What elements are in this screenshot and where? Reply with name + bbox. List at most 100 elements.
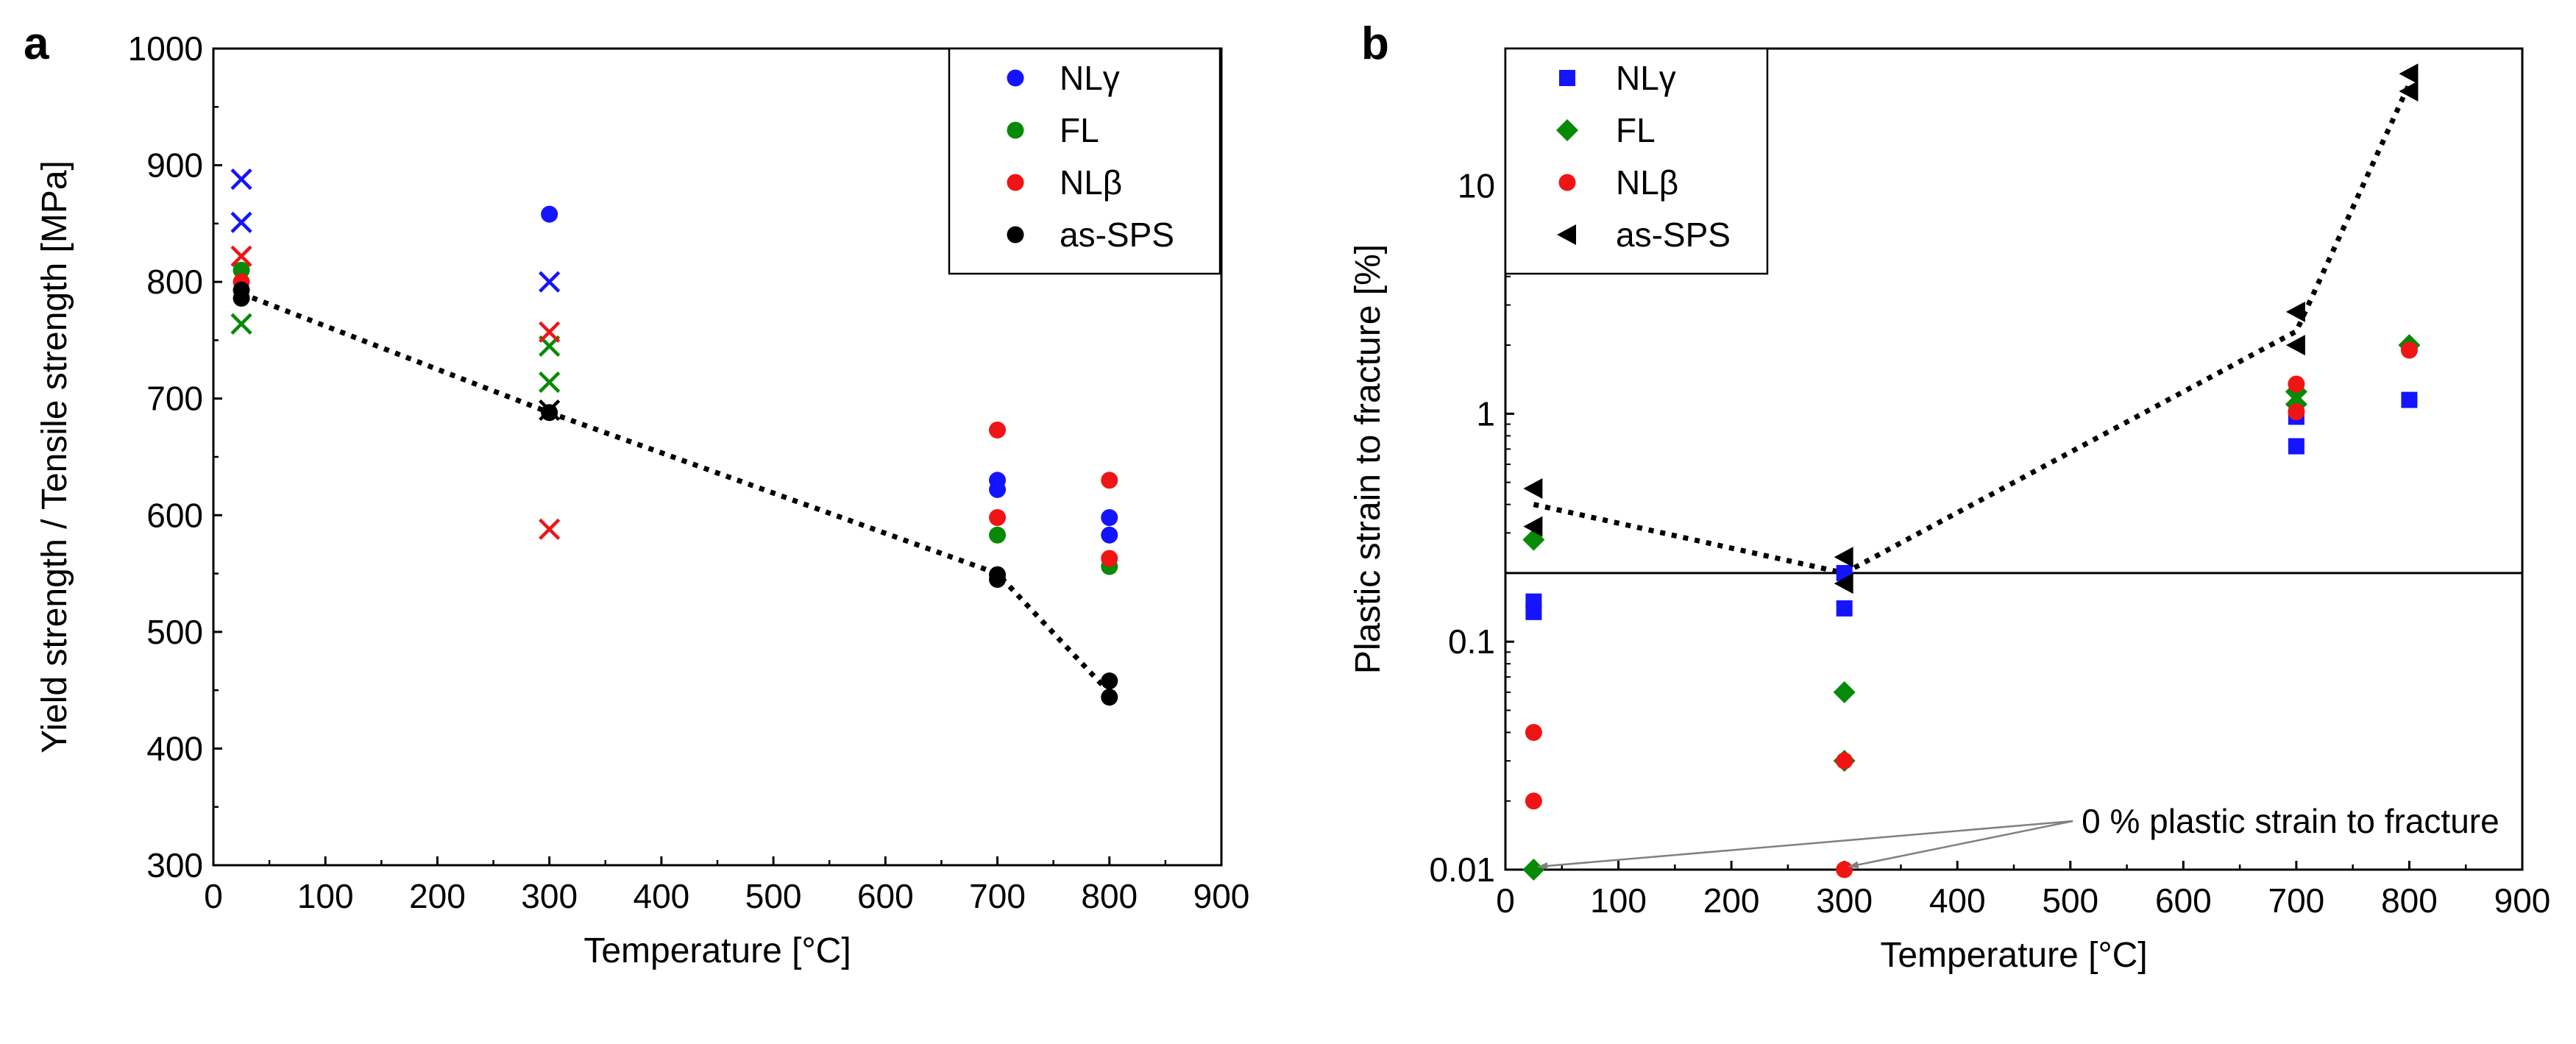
chart-a-ytick-label-7: 1000 [128, 29, 203, 68]
chart-b-xtick-label-200: 200 [1703, 881, 1760, 920]
chart-b-ytick-label-0: 0.01 [1429, 851, 1495, 889]
chart-a-xtick-label-300: 300 [521, 877, 578, 915]
chart-b-xtick-label-300: 300 [1816, 881, 1873, 920]
chart-a-xtick-label-500: 500 [745, 877, 802, 915]
chart-a-point-nlbeta-tensile-2 [539, 518, 561, 540]
chart-a-legend-label-fl: FL [1060, 111, 1099, 149]
chart-b-ytick-label-1: 0.1 [1448, 622, 1495, 661]
panel-label-b: b [1361, 18, 1389, 69]
chart-b-annotation-arrow-0 [1537, 820, 2073, 870]
chart-a-point-nlgamma-4 [1101, 526, 1118, 544]
chart-a-ytick-label-0: 300 [146, 846, 203, 884]
chart-a-point-nlbeta-4 [1101, 550, 1118, 567]
chart-a-point-fl-0 [233, 261, 250, 279]
chart-a-legend-label-nlbeta: NLβ [1060, 163, 1122, 202]
chart-a-point-fl-tensile-0 [230, 313, 252, 335]
chart-a-xtick-label-400: 400 [634, 877, 690, 915]
chart-b-legend-marker-as-sps [1557, 224, 1576, 245]
chart-b-plastic-strain: 0 100 200 300 400 500 600 700 800 900 0.01 0.1 1 10 Te… [1349, 47, 2551, 975]
chart-b-xtick-label-500: 500 [2042, 881, 2098, 920]
chart-b-xtick-label-100: 100 [1590, 881, 1647, 920]
chart-b-point-nlgamma-6 [2401, 391, 2418, 408]
chart-b-point-nlgamma-5 [2288, 438, 2304, 455]
chart-a-legend-box [948, 47, 1221, 275]
chart-a-point-as-sps-4 [989, 571, 1007, 588]
chart-b-point-as-sps-5 [2285, 335, 2305, 356]
chart-b-point-as-sps-1 [1523, 516, 1543, 537]
chart-a-ytick-label-6: 900 [146, 146, 203, 185]
chart-a-legend-label-nlgamma: NLγ [1060, 59, 1120, 97]
chart-a-xtick-label-0: 0 [204, 877, 223, 915]
chart-b-ytick-label-2: 1 [1476, 394, 1495, 433]
chart-a-point-nlgamma-tensile-0 [230, 168, 252, 191]
chart-a-legend-label-as-sps: as-SPS [1060, 216, 1174, 254]
chart-a-point-as-sps-tensile-0 [539, 399, 561, 422]
chart-a-point-nlgamma-tensile-1 [230, 211, 252, 233]
chart-a-legend-marker-nlgamma [1007, 69, 1024, 87]
chart-a-point-nlgamma-3 [1101, 508, 1118, 526]
chart-b-point-fl-1 [1522, 859, 1545, 881]
chart-b-point-nlbeta-5 [2288, 403, 2305, 421]
chart-b-xtick-label-900: 900 [2494, 881, 2551, 920]
chart-b-point-as-sps-2 [1834, 547, 1853, 568]
chart-b-point-nlgamma-3 [1836, 600, 1853, 617]
chart-a-point-as-sps-5 [1101, 672, 1118, 689]
chart-a-point-as-sps-1 [233, 289, 250, 307]
chart-a-point-nlbeta-2 [989, 508, 1007, 526]
chart-a-ylabel: Yield strength / Tensile strength [MPa] [35, 160, 74, 753]
chart-a-legend-marker-nlbeta [1007, 174, 1024, 191]
chart-b-point-fl-2 [1833, 681, 1856, 703]
chart-b-legend-marker-nlbeta [1558, 174, 1576, 191]
panel-label-a: a [24, 18, 49, 69]
chart-b-legend-marker-fl [1556, 119, 1578, 141]
chart-b-point-nlbeta-3 [1836, 861, 1853, 878]
chart-b-trend-line [1533, 82, 2412, 576]
chart-a-point-fl-1 [989, 526, 1007, 544]
chart-b-ytick-label-3: 10 [1458, 167, 1495, 205]
chart-b-point-nlbeta-6 [2400, 341, 2418, 359]
chart-b-xtick-label-600: 600 [2155, 881, 2212, 920]
chart-a-ytick-label-4: 700 [146, 380, 203, 418]
chart-b-xtick-label-700: 700 [2268, 881, 2325, 920]
chart-b-legend-label-as-sps: as-SPS [1616, 216, 1731, 254]
chart-a-point-nlgamma-0 [541, 205, 558, 223]
chart-a-xtick-label-600: 600 [857, 877, 914, 915]
chart-b-point-nlbeta-4 [2288, 375, 2305, 393]
chart-a-point-nlgamma-tensile-2 [539, 271, 561, 293]
chart-a-point-nlbeta-tensile-0 [230, 245, 252, 267]
chart-a-trend-line [240, 291, 1112, 695]
chart-b-point-nlbeta-0 [1525, 723, 1542, 741]
chart-b-annotation-text: 0 % plastic strain to fracture [2082, 802, 2499, 840]
chart-b-xtick-label-0: 0 [1496, 881, 1515, 920]
chart-a-ytick-label-3: 600 [146, 496, 203, 534]
chart-a-legend-marker-fl [1007, 121, 1024, 139]
chart-a-ytick-label-1: 400 [146, 729, 203, 767]
chart-b-point-as-sps-0 [1523, 477, 1543, 499]
chart-a-xlabel: Temperature [°C] [583, 931, 851, 970]
chart-b-ylabel: Plastic strain to fracture [%] [1349, 244, 1388, 674]
chart-b-legend-marker-nlgamma [1559, 70, 1575, 86]
chart-a-point-as-sps-6 [1101, 689, 1118, 706]
chart-a-xtick-label-100: 100 [297, 877, 354, 915]
chart-a-legend-marker-as-sps [1007, 226, 1024, 244]
chart-a-ytick-label-5: 800 [146, 263, 203, 301]
chart-b-xtick-label-400: 400 [1929, 881, 1986, 920]
chart-a-point-nlbeta-3 [1101, 472, 1118, 489]
chart-a-point-nlgamma-2 [989, 480, 1007, 498]
chart-b-point-as-sps-7 [2399, 80, 2419, 102]
chart-b-xtick-label-800: 800 [2381, 881, 2438, 920]
chart-a-ytick-label-2: 500 [146, 613, 203, 651]
chart-b-legend-label-nlgamma: NLγ [1616, 59, 1676, 97]
chart-b-point-as-sps-4 [2285, 301, 2305, 322]
chart-a-xtick-label-200: 200 [409, 877, 466, 915]
chart-a-point-nlbeta-tensile-1 [539, 321, 561, 343]
chart-b-legend-box [1504, 47, 1769, 275]
chart-a-yield-tensile-strength: 0 100 200 300 400 500 600 700 800 900 300 400 500 600… [35, 29, 1249, 970]
chart-b-point-as-sps-6 [2399, 63, 2419, 85]
chart-b-point-as-sps-3 [1834, 573, 1853, 594]
chart-b-point-nlgamma-1 [1525, 603, 1542, 620]
chart-a-xtick-label-900: 900 [1193, 877, 1250, 915]
chart-b-legend-label-nlbeta: NLβ [1616, 163, 1678, 202]
chart-a-xtick-label-700: 700 [969, 877, 1026, 915]
